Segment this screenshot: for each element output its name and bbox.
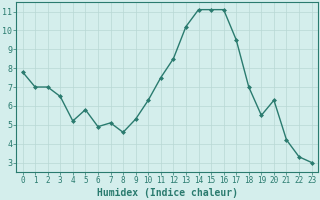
X-axis label: Humidex (Indice chaleur): Humidex (Indice chaleur) (97, 188, 237, 198)
